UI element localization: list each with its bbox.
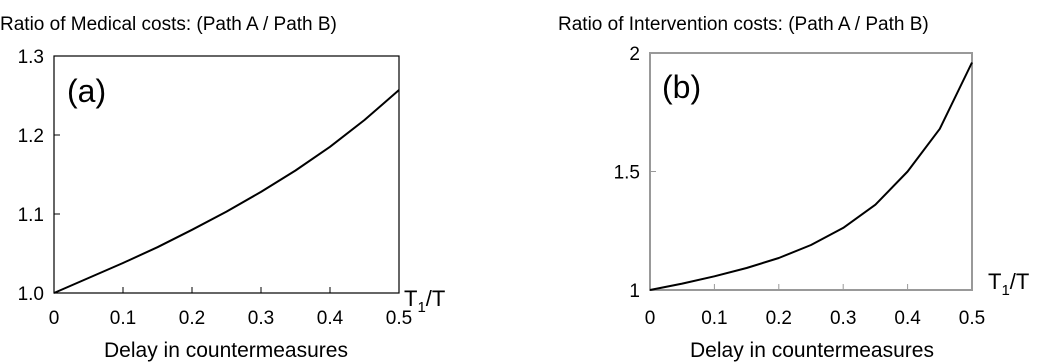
chart-b-y-tick-label: 2 xyxy=(629,44,640,65)
chart-a-y-tick-label: 1.2 xyxy=(18,126,44,147)
chart-b-series-line xyxy=(649,62,973,291)
chart-b-x-tick-label: 0.4 xyxy=(894,308,921,329)
chart-a-panel-label: (a) xyxy=(67,73,106,109)
chart-a-x-tick-label: 0.2 xyxy=(179,308,205,329)
chart-b-panel-label: (b) xyxy=(662,69,701,105)
chart-b-x-axis-label: Delay in countermeasures xyxy=(690,339,934,362)
chart-a-x-axis-label: Delay in countermeasures xyxy=(104,339,348,362)
chart-a-x-tick-label: 0.3 xyxy=(248,308,274,329)
chart-b-x-axis-variable: T1/T xyxy=(988,269,1029,299)
chart-b-x-tick-label: 0.3 xyxy=(830,308,856,329)
chart-b-y-tick-labels: 11.52 xyxy=(614,44,640,302)
chart-b-tick-marks xyxy=(650,171,909,290)
chart-a-plot-frame xyxy=(53,55,400,294)
chart-b-x-tick-label: 0.5 xyxy=(959,308,985,329)
chart-b-x-tick-label: 0.2 xyxy=(766,308,792,329)
chart-a-series xyxy=(53,89,400,294)
chart-b-x-tick-label: 0.1 xyxy=(701,308,727,329)
chart-a-series-line xyxy=(53,89,400,294)
chart-b-title: Ratio of Intervention costs: (Path A / P… xyxy=(558,14,929,35)
chart-a-x-axis-variable: T1/T xyxy=(404,286,445,316)
chart-a-tick-marks xyxy=(54,134,331,293)
chart-b-x-tick-label: 0 xyxy=(645,308,656,329)
chart-b-y-tick-label: 1 xyxy=(629,281,640,302)
chart-a-y-tick-label: 1.1 xyxy=(18,205,44,226)
chart-b-series xyxy=(649,62,973,291)
chart-a-y-tick-labels: 1.0 1.1 1.2 1.3 xyxy=(18,47,44,305)
chart-b-x-tick-labels: 0 0.1 0.2 0.3 0.4 0.5 xyxy=(645,308,986,329)
chart-a-x-tick-label: 0 xyxy=(49,308,60,329)
chart-a-x-tick-label: 0.4 xyxy=(317,308,344,329)
chart-a-y-tick-label: 1.3 xyxy=(18,47,44,68)
chart-a-y-tick-label: 1.0 xyxy=(18,284,44,305)
chart-panel-a: Ratio of Medical costs: (Path A / Path B… xyxy=(0,14,445,362)
chart-panel-b: Ratio of Intervention costs: (Path A / P… xyxy=(558,14,1029,362)
chart-b-y-tick-label: 1.5 xyxy=(614,163,640,184)
chart-a-x-tick-label: 0.1 xyxy=(110,308,136,329)
chart-a-title: Ratio of Medical costs: (Path A / Path B… xyxy=(0,14,337,35)
chart-a-x-tick-label: 0.5 xyxy=(386,308,412,329)
chart-a-x-tick-labels: 0 0.1 0.2 0.3 0.4 0.5 xyxy=(49,308,413,329)
